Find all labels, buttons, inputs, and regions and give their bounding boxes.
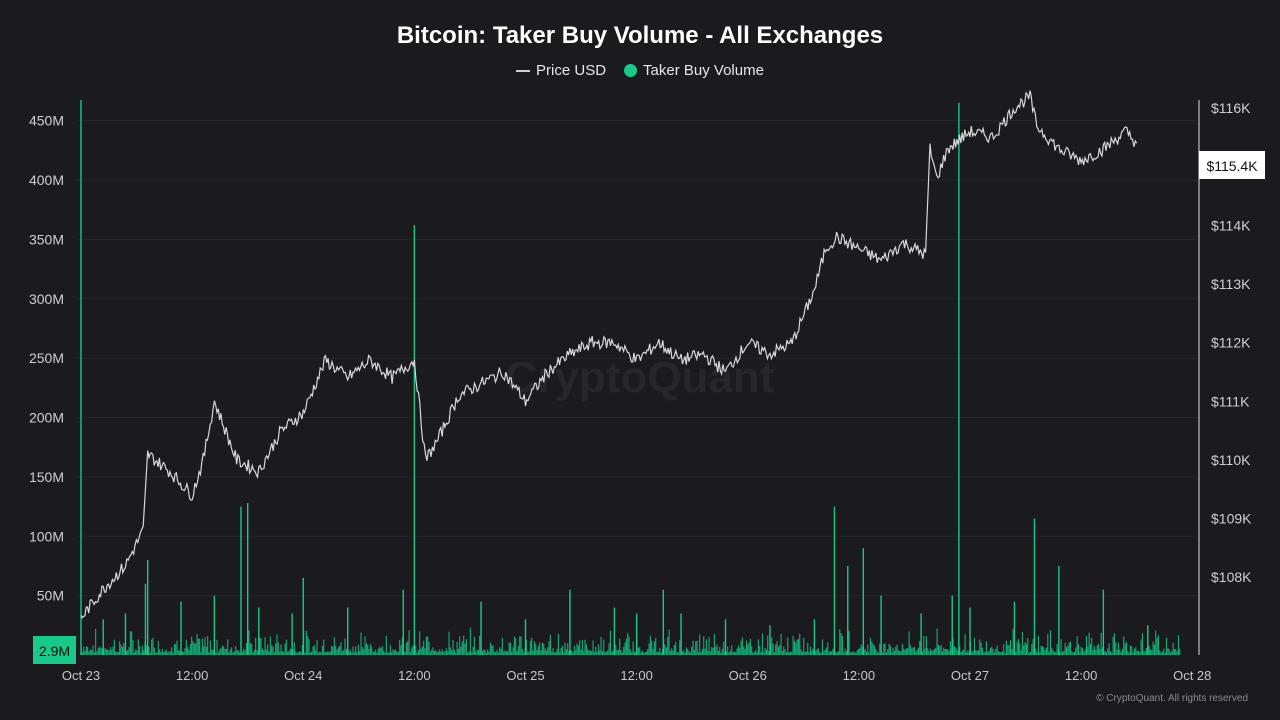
x-tick-0: Oct 23 <box>62 668 100 683</box>
current-volume-label: 2.9M <box>39 643 70 659</box>
x-tick-6: Oct 26 <box>729 668 767 683</box>
legend-label-volume: Taker Buy Volume <box>643 62 764 79</box>
y-left-tick-300M: 300M <box>29 291 64 307</box>
x-tick-5: 12:00 <box>620 668 653 683</box>
x-tick-1: 12:00 <box>176 668 209 683</box>
chart-legend: Price USD Taker Buy Volume <box>0 62 1280 79</box>
y-left-tick-400M: 400M <box>29 172 64 188</box>
copyright-footer: © CryptoQuant. All rights reserved <box>1096 693 1248 704</box>
legend-line-icon <box>516 69 531 72</box>
y-left-tick-100M: 100M <box>29 528 64 544</box>
x-tick-10: Oct 28 <box>1173 668 1211 683</box>
y-left-tick-200M: 200M <box>29 410 64 426</box>
y-right-tick-$110K: $110K <box>1211 452 1251 468</box>
y-right-tick-$114K: $114K <box>1211 217 1251 233</box>
watermark-text: CryptoQuant <box>506 353 775 402</box>
y-right-tick-$113K: $113K <box>1211 276 1251 292</box>
legend-label-price: Price USD <box>536 62 607 79</box>
price-line <box>80 90 1138 619</box>
y-right-tick-$112K: $112K <box>1211 335 1251 351</box>
x-tick-4: Oct 25 <box>506 668 544 683</box>
current-volume-box <box>33 636 76 664</box>
y-left-tick-350M: 350M <box>29 231 64 247</box>
x-tick-3: 12:00 <box>398 668 431 683</box>
y-right-tick-$109K: $109K <box>1211 511 1252 527</box>
x-tick-9: 12:00 <box>1065 668 1098 683</box>
legend-item-volume[interactable]: Taker Buy Volume <box>624 62 764 79</box>
x-tick-7: 12:00 <box>843 668 876 683</box>
chart-title: Bitcoin: Taker Buy Volume - All Exchange… <box>396 22 884 49</box>
legend-dot-icon <box>624 64 638 77</box>
y-right-tick-$111K: $111K <box>1211 393 1250 409</box>
y-right-tick-$108K: $108K <box>1211 569 1252 585</box>
x-tick-2: Oct 24 <box>284 668 322 683</box>
y-right-tick-$116K: $116K <box>1211 100 1251 116</box>
current-price-box <box>1199 151 1265 179</box>
y-left-tick-450M: 450M <box>29 113 64 129</box>
x-tick-8: Oct 27 <box>951 668 989 683</box>
y-left-tick-150M: 150M <box>29 469 64 485</box>
legend-item-price[interactable]: Price USD <box>516 62 606 79</box>
y-left-tick-50M: 50M <box>37 588 64 604</box>
current-price-label: $115.4K <box>1206 158 1258 174</box>
y-left-tick-250M: 250M <box>29 350 64 366</box>
